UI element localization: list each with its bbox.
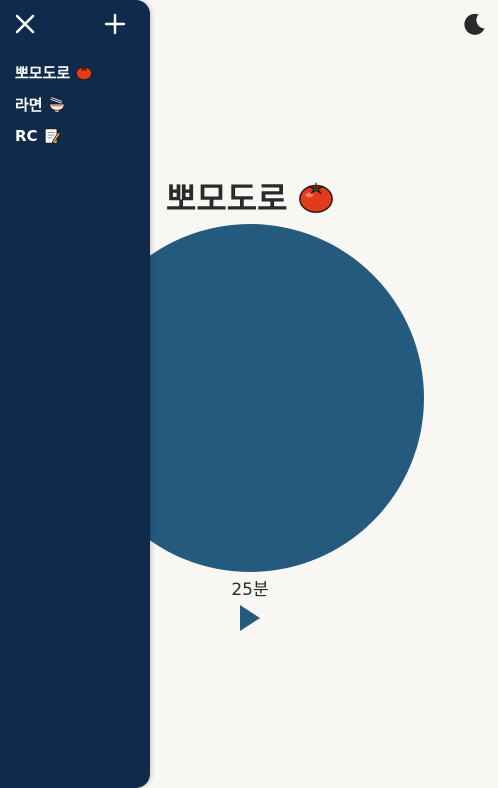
play-icon bbox=[240, 605, 260, 631]
close-icon bbox=[15, 14, 35, 34]
ramen-icon bbox=[48, 97, 65, 113]
sidebar-item-pomodoro[interactable]: 뽀모도로 bbox=[15, 56, 93, 88]
theme-toggle-button[interactable] bbox=[462, 11, 488, 37]
sidebar-item-label: RC bbox=[15, 127, 38, 145]
sidebar-header bbox=[0, 0, 150, 48]
sidebar-item-label: 뽀모도로 bbox=[15, 63, 71, 82]
plus-icon bbox=[104, 13, 126, 35]
timer-list: 뽀모도로 라면 RC bbox=[15, 56, 93, 152]
timer-title-label: 뽀모도로 bbox=[166, 179, 288, 218]
timer-title: 뽀모도로 bbox=[166, 172, 335, 220]
tomato-icon bbox=[299, 182, 334, 213]
duration-label: 25분 bbox=[231, 580, 269, 600]
tomato-icon bbox=[76, 65, 93, 81]
play-button[interactable] bbox=[238, 604, 262, 632]
add-timer-button[interactable] bbox=[104, 13, 126, 35]
sidebar-item-rc[interactable]: RC bbox=[15, 120, 93, 152]
sidebar-item-ramen[interactable]: 라면 bbox=[15, 88, 93, 120]
close-sidebar-button[interactable] bbox=[14, 13, 36, 35]
moon-icon bbox=[464, 13, 485, 35]
sidebar: 뽀모도로 라면 RC bbox=[0, 0, 150, 788]
sidebar-item-label: 라면 bbox=[15, 95, 43, 114]
memo-icon bbox=[44, 128, 61, 144]
